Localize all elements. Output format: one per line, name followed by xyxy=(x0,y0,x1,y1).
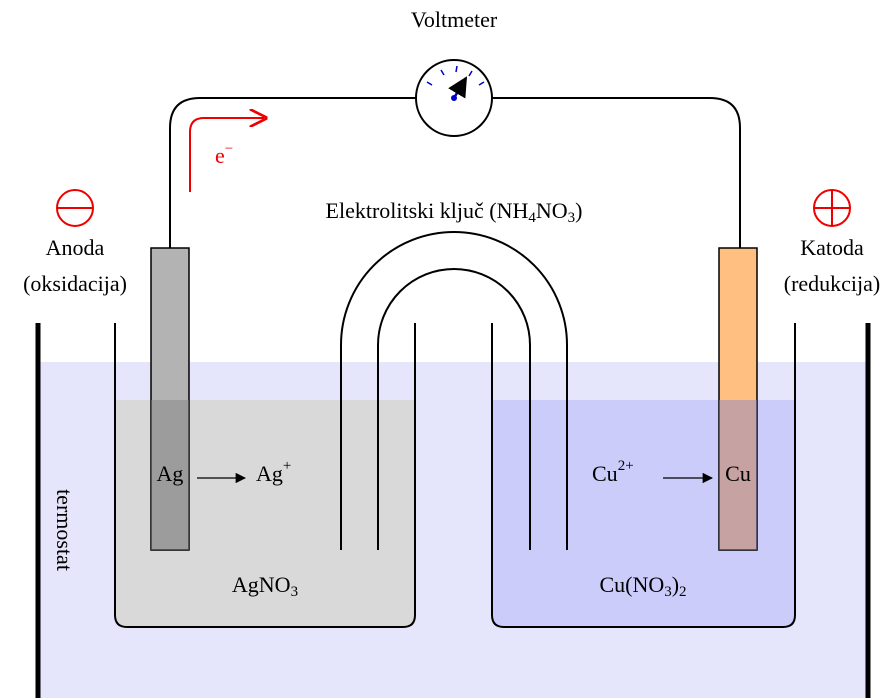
formula-sub: 3 xyxy=(664,584,672,600)
cathode-solution: Cu(NO3)2 xyxy=(599,572,686,600)
beaker xyxy=(114,323,416,628)
label-part: NO xyxy=(536,198,568,223)
voltmeter-scale xyxy=(426,65,485,86)
formula-sub: 2 xyxy=(679,584,687,600)
electron-label: e− xyxy=(215,141,233,168)
electron-flow xyxy=(189,118,264,192)
anode-label: Anoda xyxy=(46,235,105,260)
salt-bridge-label: Elektrolitski ključ (NH4NO3) xyxy=(326,198,583,226)
ion: Cu xyxy=(592,461,618,486)
anode-product: Ag+ xyxy=(256,458,291,486)
minus-sign xyxy=(56,189,94,227)
cathode-label: Katoda xyxy=(800,235,864,260)
plus-sign xyxy=(813,189,851,227)
anode-electrode: Ag xyxy=(157,461,184,486)
label-part: ) xyxy=(575,198,582,223)
formula-part: ) xyxy=(672,572,679,597)
cu-electrode xyxy=(718,247,758,551)
label-part: Elektrolitski ključ (NH xyxy=(326,198,529,223)
thermostat-label: termostat xyxy=(52,489,77,571)
voltmeter-needle xyxy=(448,76,468,99)
cathode-reactant: Cu2+ xyxy=(592,458,634,486)
beaker xyxy=(491,323,796,628)
label-sub: 3 xyxy=(568,210,576,226)
ion-charge: + xyxy=(283,458,291,474)
voltmeter-label: Voltmeter xyxy=(411,7,498,32)
cu-electrode-submerged xyxy=(719,400,757,550)
cathode-role: (redukcija) xyxy=(784,271,881,296)
wire xyxy=(169,97,741,248)
salt-bridge xyxy=(377,268,531,550)
ag-electrode xyxy=(150,247,190,551)
formula-sub: 3 xyxy=(291,584,299,600)
formula-part: AgNO xyxy=(232,572,291,597)
ag-electrode-submerged xyxy=(151,400,189,550)
ion: Ag xyxy=(256,461,283,486)
formula-part: Cu(NO xyxy=(599,572,664,597)
ion-charge: 2+ xyxy=(618,458,634,474)
electron-symbol: e xyxy=(215,143,225,168)
cathode-electrode: Cu xyxy=(725,461,751,486)
needle-pivot xyxy=(451,95,457,101)
anode-solution: AgNO3 xyxy=(232,572,298,600)
label-sub: 4 xyxy=(528,210,536,226)
electron-charge: − xyxy=(225,141,233,157)
anode-role: (oksidacija) xyxy=(23,271,127,296)
salt-bridge xyxy=(340,231,568,550)
